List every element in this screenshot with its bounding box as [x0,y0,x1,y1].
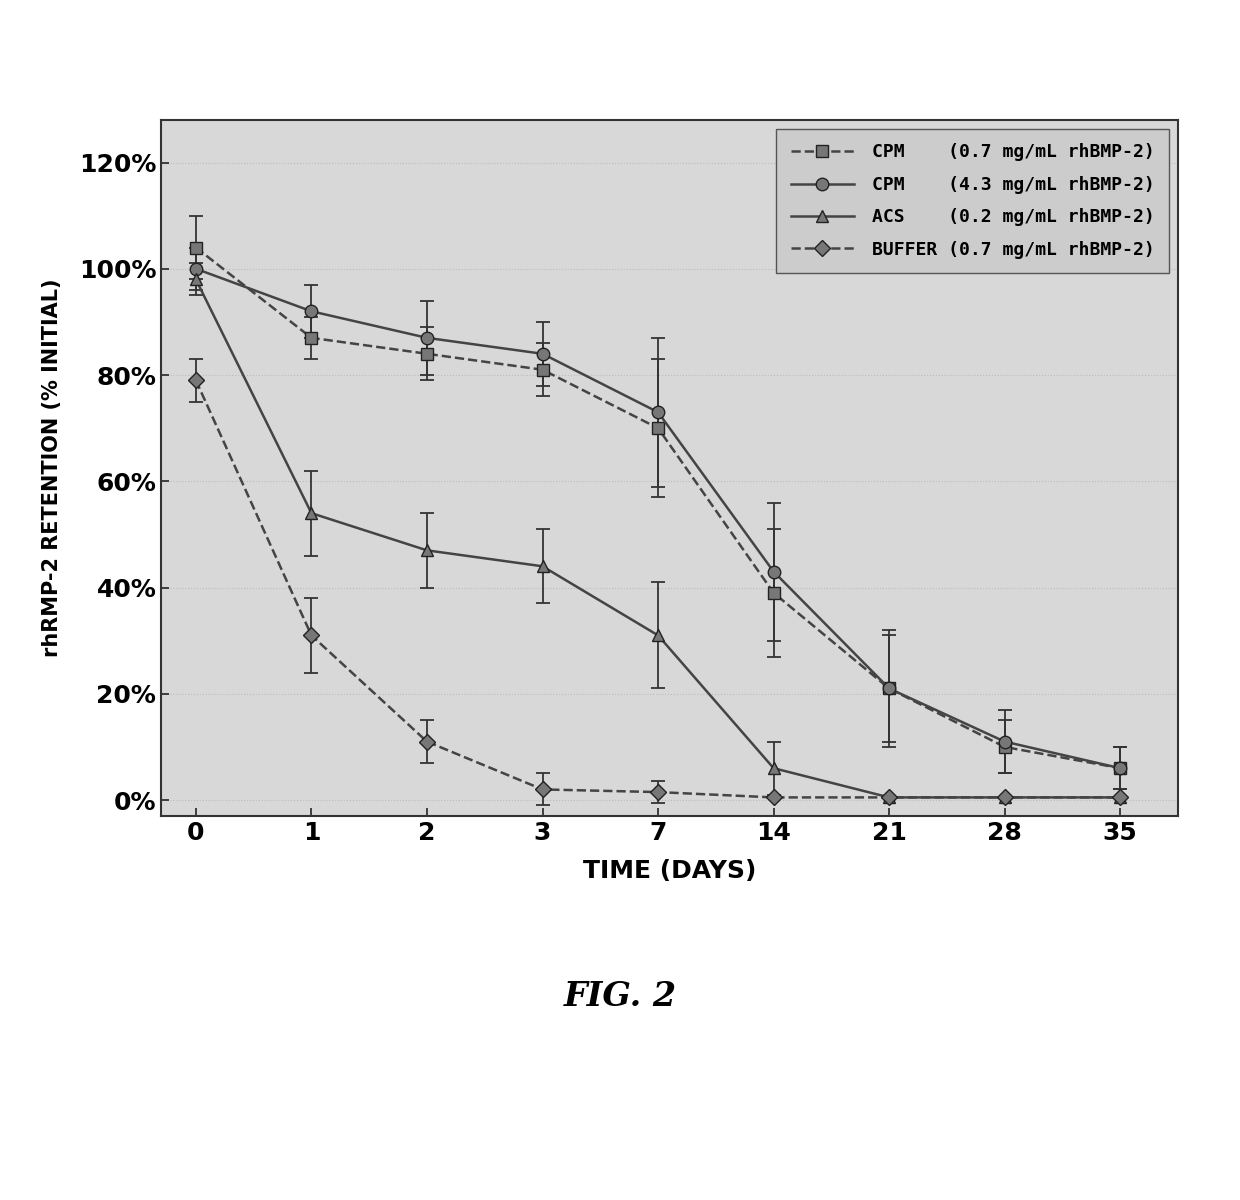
BUFFER (0.7 mg/mL rhBMP-2) [419,734,434,749]
ACS    (0.2 mg/mL rhBMP-2) [997,791,1012,805]
CPM    (4.3 mg/mL rhBMP-2) [419,331,434,346]
CPM    (4.3 mg/mL rhBMP-2) [997,734,1012,749]
CPM    (0.7 mg/mL rhBMP-2) [304,331,319,346]
ACS    (0.2 mg/mL rhBMP-2) [188,272,203,287]
BUFFER (0.7 mg/mL rhBMP-2) [997,791,1012,805]
BUFFER (0.7 mg/mL rhBMP-2) [766,791,781,805]
ACS    (0.2 mg/mL rhBMP-2) [882,791,897,805]
BUFFER (0.7 mg/mL rhBMP-2) [882,791,897,805]
CPM    (4.3 mg/mL rhBMP-2) [536,347,551,361]
BUFFER (0.7 mg/mL rhBMP-2) [188,373,203,388]
CPM    (0.7 mg/mL rhBMP-2) [1112,761,1127,775]
Line: ACS    (0.2 mg/mL rhBMP-2): ACS (0.2 mg/mL rhBMP-2) [190,274,1126,804]
CPM    (0.7 mg/mL rhBMP-2) [536,362,551,377]
CPM    (0.7 mg/mL rhBMP-2) [651,421,666,436]
BUFFER (0.7 mg/mL rhBMP-2) [1112,791,1127,805]
ACS    (0.2 mg/mL rhBMP-2) [766,761,781,775]
Line: CPM    (0.7 mg/mL rhBMP-2): CPM (0.7 mg/mL rhBMP-2) [190,241,1126,774]
CPM    (4.3 mg/mL rhBMP-2) [651,406,666,420]
ACS    (0.2 mg/mL rhBMP-2) [419,544,434,558]
Legend: CPM    (0.7 mg/mL rhBMP-2), CPM    (4.3 mg/mL rhBMP-2), ACS    (0.2 mg/mL rhBMP-: CPM (0.7 mg/mL rhBMP-2), CPM (4.3 mg/mL … [776,130,1169,274]
CPM    (4.3 mg/mL rhBMP-2) [188,262,203,276]
CPM    (4.3 mg/mL rhBMP-2) [304,304,319,318]
BUFFER (0.7 mg/mL rhBMP-2) [304,628,319,642]
ACS    (0.2 mg/mL rhBMP-2) [304,506,319,521]
CPM    (0.7 mg/mL rhBMP-2) [188,240,203,254]
X-axis label: TIME (DAYS): TIME (DAYS) [583,859,756,883]
Line: BUFFER (0.7 mg/mL rhBMP-2): BUFFER (0.7 mg/mL rhBMP-2) [190,374,1126,803]
CPM    (0.7 mg/mL rhBMP-2) [997,739,1012,754]
CPM    (4.3 mg/mL rhBMP-2) [766,564,781,578]
CPM    (0.7 mg/mL rhBMP-2) [882,682,897,696]
CPM    (4.3 mg/mL rhBMP-2) [1112,761,1127,775]
ACS    (0.2 mg/mL rhBMP-2) [1112,791,1127,805]
ACS    (0.2 mg/mL rhBMP-2) [651,628,666,642]
BUFFER (0.7 mg/mL rhBMP-2) [536,782,551,797]
Y-axis label: rhRMP-2 RETENTION (% INITIAL): rhRMP-2 RETENTION (% INITIAL) [42,278,62,658]
CPM    (0.7 mg/mL rhBMP-2) [419,347,434,361]
ACS    (0.2 mg/mL rhBMP-2) [536,559,551,574]
CPM    (4.3 mg/mL rhBMP-2) [882,682,897,696]
BUFFER (0.7 mg/mL rhBMP-2) [651,785,666,799]
Line: CPM    (4.3 mg/mL rhBMP-2): CPM (4.3 mg/mL rhBMP-2) [190,263,1126,774]
Text: FIG. 2: FIG. 2 [563,979,677,1013]
CPM    (0.7 mg/mL rhBMP-2) [766,586,781,600]
